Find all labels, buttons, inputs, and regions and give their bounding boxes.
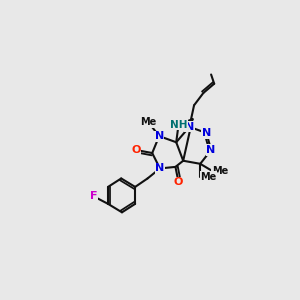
Text: N: N bbox=[206, 145, 216, 155]
Text: NH: NH bbox=[170, 119, 187, 130]
Text: F: F bbox=[90, 191, 97, 201]
Text: Me: Me bbox=[212, 166, 228, 176]
Text: N: N bbox=[155, 164, 165, 173]
Text: N: N bbox=[185, 122, 194, 132]
Text: Me: Me bbox=[200, 172, 217, 182]
Text: Me: Me bbox=[140, 117, 157, 127]
Text: N: N bbox=[202, 128, 211, 138]
Text: N: N bbox=[154, 131, 164, 141]
Text: O: O bbox=[174, 177, 183, 187]
Text: O: O bbox=[131, 145, 141, 155]
